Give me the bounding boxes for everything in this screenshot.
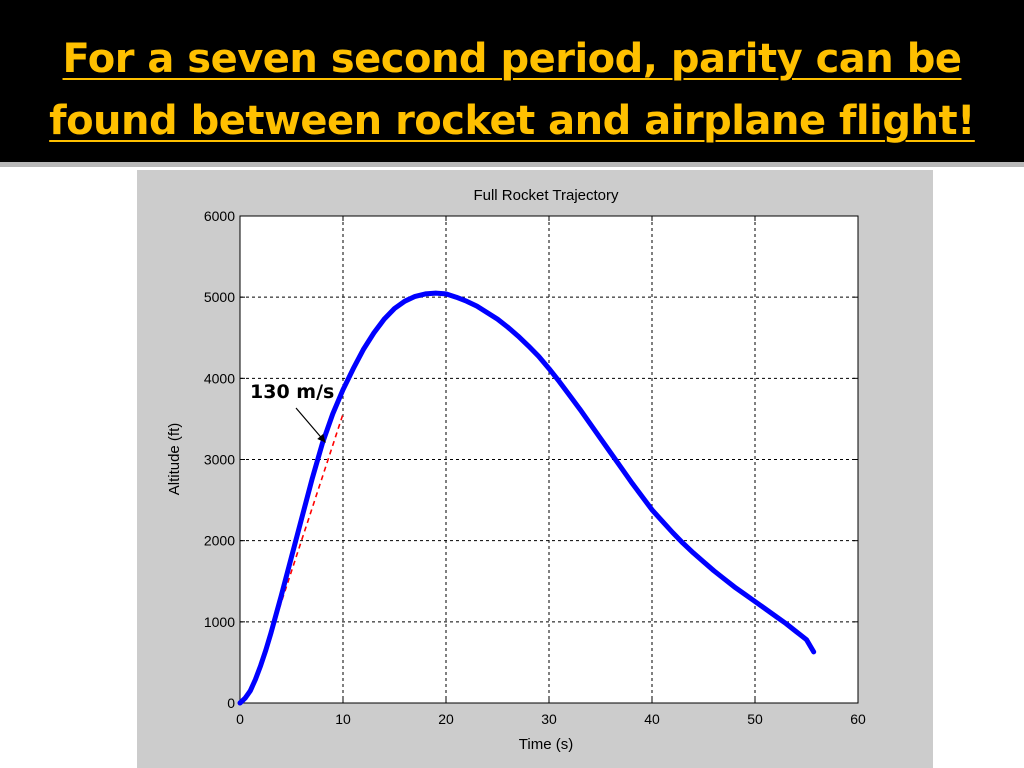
trajectory-data-point bbox=[783, 621, 789, 626]
trajectory-data-point bbox=[752, 599, 758, 604]
trajectory-data-point bbox=[701, 559, 706, 564]
trajectory-data-point bbox=[474, 303, 480, 309]
trajectory-data-point bbox=[392, 306, 397, 311]
x-tick-label: 30 bbox=[541, 711, 557, 727]
trajectory-data-point bbox=[773, 614, 778, 619]
trajectory-data-point bbox=[263, 648, 268, 653]
trajectory-data-point bbox=[763, 606, 768, 611]
trajectory-data-point bbox=[515, 333, 521, 339]
trajectory-data-point bbox=[299, 515, 304, 521]
title-divider bbox=[0, 162, 1024, 167]
trajectory-data-point bbox=[412, 294, 418, 299]
title-bar: For a seven second period, parity can be… bbox=[0, 0, 1024, 162]
axis-ticks: 0 10 20 30 40 50 60 0 1000 2000 3000 4000 5000 6000 bbox=[204, 208, 866, 727]
annotation-label: 130 m/s bbox=[250, 381, 335, 403]
trajectory-data-point bbox=[680, 540, 686, 546]
trajectory-data-point bbox=[351, 366, 356, 371]
y-axis-label: Altitude (ft) bbox=[166, 423, 183, 496]
trajectory-data-point bbox=[309, 476, 315, 482]
x-axis-label: Time (s) bbox=[519, 736, 573, 753]
slide-title-line-2: found between rocket and airplane flight… bbox=[49, 98, 975, 144]
y-tick-label: 6000 bbox=[204, 208, 235, 224]
trajectory-data-point bbox=[567, 393, 572, 398]
trajectory-data-point bbox=[804, 637, 809, 642]
trajectory-data-point bbox=[320, 441, 325, 446]
trajectory-data-point bbox=[629, 480, 634, 485]
trajectory-data-point bbox=[454, 295, 459, 300]
trajectory-data-point bbox=[289, 554, 294, 560]
trajectory-data-point bbox=[618, 465, 624, 470]
trajectory-data-point bbox=[526, 343, 531, 349]
y-tick-label: 5000 bbox=[204, 289, 235, 305]
trajectory-data-point bbox=[382, 316, 387, 322]
trajectory-data-point bbox=[279, 593, 284, 599]
series-group bbox=[237, 290, 817, 706]
trajectory-data-point bbox=[557, 379, 562, 384]
trajectory-data-point bbox=[402, 299, 407, 304]
trajectory-data-point bbox=[546, 366, 552, 371]
y-tick-label: 3000 bbox=[204, 452, 235, 468]
chart-title: Full Rocket Trajectory bbox=[473, 187, 619, 204]
trajectory-data-point bbox=[248, 688, 253, 693]
trajectory-data-point bbox=[258, 663, 263, 668]
trajectory-data-point bbox=[371, 330, 377, 336]
trajectory-data-point bbox=[670, 530, 675, 535]
y-tick-label: 0 bbox=[227, 695, 235, 711]
trajectory-data-point bbox=[253, 677, 258, 682]
y-tick-label: 2000 bbox=[204, 533, 235, 549]
grid-lines bbox=[240, 216, 858, 703]
x-tick-label: 0 bbox=[236, 711, 244, 727]
trajectory-data-point bbox=[639, 493, 644, 499]
trajectory-data-point bbox=[721, 576, 727, 581]
trajectory-data-point bbox=[742, 592, 747, 597]
annotation-arrowhead bbox=[317, 433, 326, 443]
trajectory-data-point bbox=[485, 310, 490, 315]
trajectory-data-point bbox=[237, 700, 243, 706]
trajectory-data-point bbox=[464, 299, 469, 304]
trajectory-data-point bbox=[423, 291, 428, 297]
trajectory-data-point bbox=[443, 291, 449, 297]
trajectory-data-point bbox=[811, 649, 816, 655]
trajectory-data-point bbox=[608, 450, 613, 456]
trajectory-data-point bbox=[794, 629, 799, 634]
trajectory-data-point bbox=[536, 354, 541, 359]
y-tick-label: 1000 bbox=[204, 614, 235, 630]
x-tick-label: 40 bbox=[644, 711, 660, 727]
trajectory-data-point bbox=[505, 325, 510, 330]
trajectory-data-point bbox=[711, 568, 716, 573]
trajectory-data-point bbox=[330, 411, 335, 417]
trajectory-data-point bbox=[495, 316, 500, 322]
y-tick-label: 4000 bbox=[204, 370, 235, 386]
trajectory-data-point bbox=[433, 290, 438, 296]
trajectory-data-point bbox=[243, 695, 248, 701]
trajectory-data-point bbox=[340, 387, 346, 392]
x-tick-label: 60 bbox=[850, 711, 866, 727]
trajectory-data-point bbox=[649, 507, 655, 512]
trajectory-data-point bbox=[361, 346, 366, 352]
trajectory-data-point bbox=[268, 631, 274, 636]
x-tick-label: 50 bbox=[747, 711, 763, 727]
trajectory-data-point bbox=[598, 436, 603, 441]
slide-title-line-1: For a seven second period, parity can be bbox=[62, 36, 962, 82]
trajectory-data-point bbox=[691, 550, 696, 555]
trajectory-data-point bbox=[577, 407, 583, 412]
x-tick-label: 20 bbox=[438, 711, 454, 727]
trajectory-data-point bbox=[588, 421, 593, 426]
trajectory-data-point bbox=[732, 584, 737, 590]
trajectory-data-point bbox=[660, 519, 665, 524]
x-tick-label: 10 bbox=[335, 711, 351, 727]
